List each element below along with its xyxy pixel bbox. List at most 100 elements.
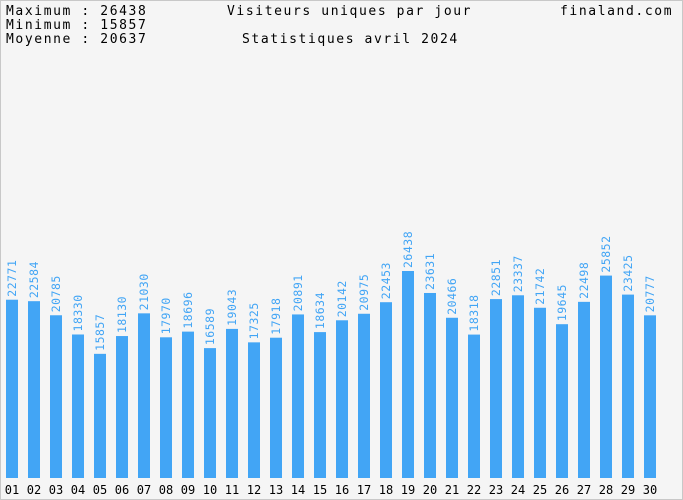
x-tick-07: 07 [137,483,151,497]
value-label-12: 17325 [247,302,261,339]
bar-24 [512,295,524,478]
value-label-10: 16589 [203,308,217,345]
chart-subtitle: Statistiques avril 2024 [242,32,459,47]
value-label-13: 17918 [269,298,283,335]
bar-19 [402,271,414,478]
bar-20 [424,292,436,478]
bar-26 [556,324,568,478]
chart-title: Visiteurs uniques par jour [227,4,473,19]
value-label-07: 21030 [137,273,151,310]
bar-29 [622,294,634,478]
value-label-09: 18696 [181,291,195,328]
bar-10 [204,348,216,478]
value-label-15: 18634 [313,292,327,329]
value-label-04: 18330 [71,294,85,331]
value-label-03: 20785 [49,275,63,312]
value-label-25: 21742 [533,268,547,305]
value-label-30: 20777 [643,275,657,312]
maximum-stat: Maximum : 26438 [6,4,148,19]
bar-14 [292,314,304,478]
minimum-stat: Minimum : 15857 [6,18,148,33]
value-label-08: 17970 [159,297,173,334]
x-tick-05: 05 [93,483,107,497]
bar-12 [248,342,260,478]
x-tick-01: 01 [5,483,19,497]
x-tick-09: 09 [181,483,195,497]
bar-01 [6,299,18,478]
site-name: finaland.com [560,4,674,19]
value-label-27: 22498 [577,262,591,299]
value-label-23: 22851 [489,259,503,296]
bar-15 [314,332,326,478]
x-tick-30: 30 [643,483,657,497]
x-tick-25: 25 [533,483,547,497]
x-tick-26: 26 [555,483,569,497]
value-label-11: 19043 [225,289,239,326]
value-label-16: 20142 [335,280,349,317]
value-label-20: 23631 [423,253,437,290]
value-label-14: 20891 [291,274,305,311]
bar-07 [138,313,150,478]
bar-04 [72,334,84,478]
bar-06 [116,336,128,478]
x-tick-23: 23 [489,483,503,497]
x-tick-06: 06 [115,483,129,497]
value-label-26: 19645 [555,284,569,321]
value-label-01: 22771 [5,260,19,297]
value-label-17: 20975 [357,274,371,311]
x-tick-02: 02 [27,483,41,497]
x-tick-13: 13 [269,483,283,497]
x-tick-27: 27 [577,483,591,497]
x-tick-11: 11 [225,483,239,497]
value-label-21: 20466 [445,278,459,315]
x-tick-29: 29 [621,483,635,497]
bar-02 [28,301,40,478]
value-label-28: 25852 [599,235,613,272]
x-tick-15: 15 [313,483,327,497]
value-label-29: 23425 [621,254,635,291]
bar-03 [50,315,62,478]
x-tick-14: 14 [291,483,305,497]
x-tick-22: 22 [467,483,481,497]
bar-05 [94,353,106,478]
bar-16 [336,320,348,478]
x-tick-08: 08 [159,483,173,497]
average-stat: Moyenne : 20637 [6,32,148,47]
bar-13 [270,337,282,478]
bar-11 [226,328,238,478]
bar-08 [160,337,172,478]
value-label-24: 23337 [511,255,525,292]
x-tick-21: 21 [445,483,459,497]
bar-25 [534,307,546,478]
x-tick-18: 18 [379,483,393,497]
x-tick-20: 20 [423,483,437,497]
x-tick-12: 12 [247,483,261,497]
bar-09 [182,331,194,478]
value-label-22: 18318 [467,294,481,331]
x-tick-03: 03 [49,483,63,497]
bar-21 [446,317,458,478]
x-tick-19: 19 [401,483,415,497]
value-label-19: 26438 [401,231,415,268]
x-tick-labels-group: 01 02 03 04 05 06 07 08 09 10 11 12 13 14 15 16 17 18 19 20… [5,483,657,497]
bar-30 [644,315,656,478]
bar-18 [380,302,392,478]
bar-27 [578,301,590,478]
bar-17 [358,313,370,478]
x-tick-28: 28 [599,483,613,497]
bar-23 [490,299,502,478]
x-tick-04: 04 [71,483,85,497]
value-label-18: 22453 [379,262,393,299]
value-labels-group: 22771 22584 20785 18330 15857 18130 21030 17970… [5,231,657,351]
bar-28 [600,275,612,478]
x-tick-17: 17 [357,483,371,497]
value-label-02: 22584 [27,261,41,298]
x-tick-16: 16 [335,483,349,497]
value-label-06: 18130 [115,296,129,333]
bar-22 [468,334,480,478]
x-tick-24: 24 [511,483,525,497]
x-tick-10: 10 [203,483,217,497]
bars-group [6,271,656,478]
value-label-05: 15857 [93,314,107,351]
